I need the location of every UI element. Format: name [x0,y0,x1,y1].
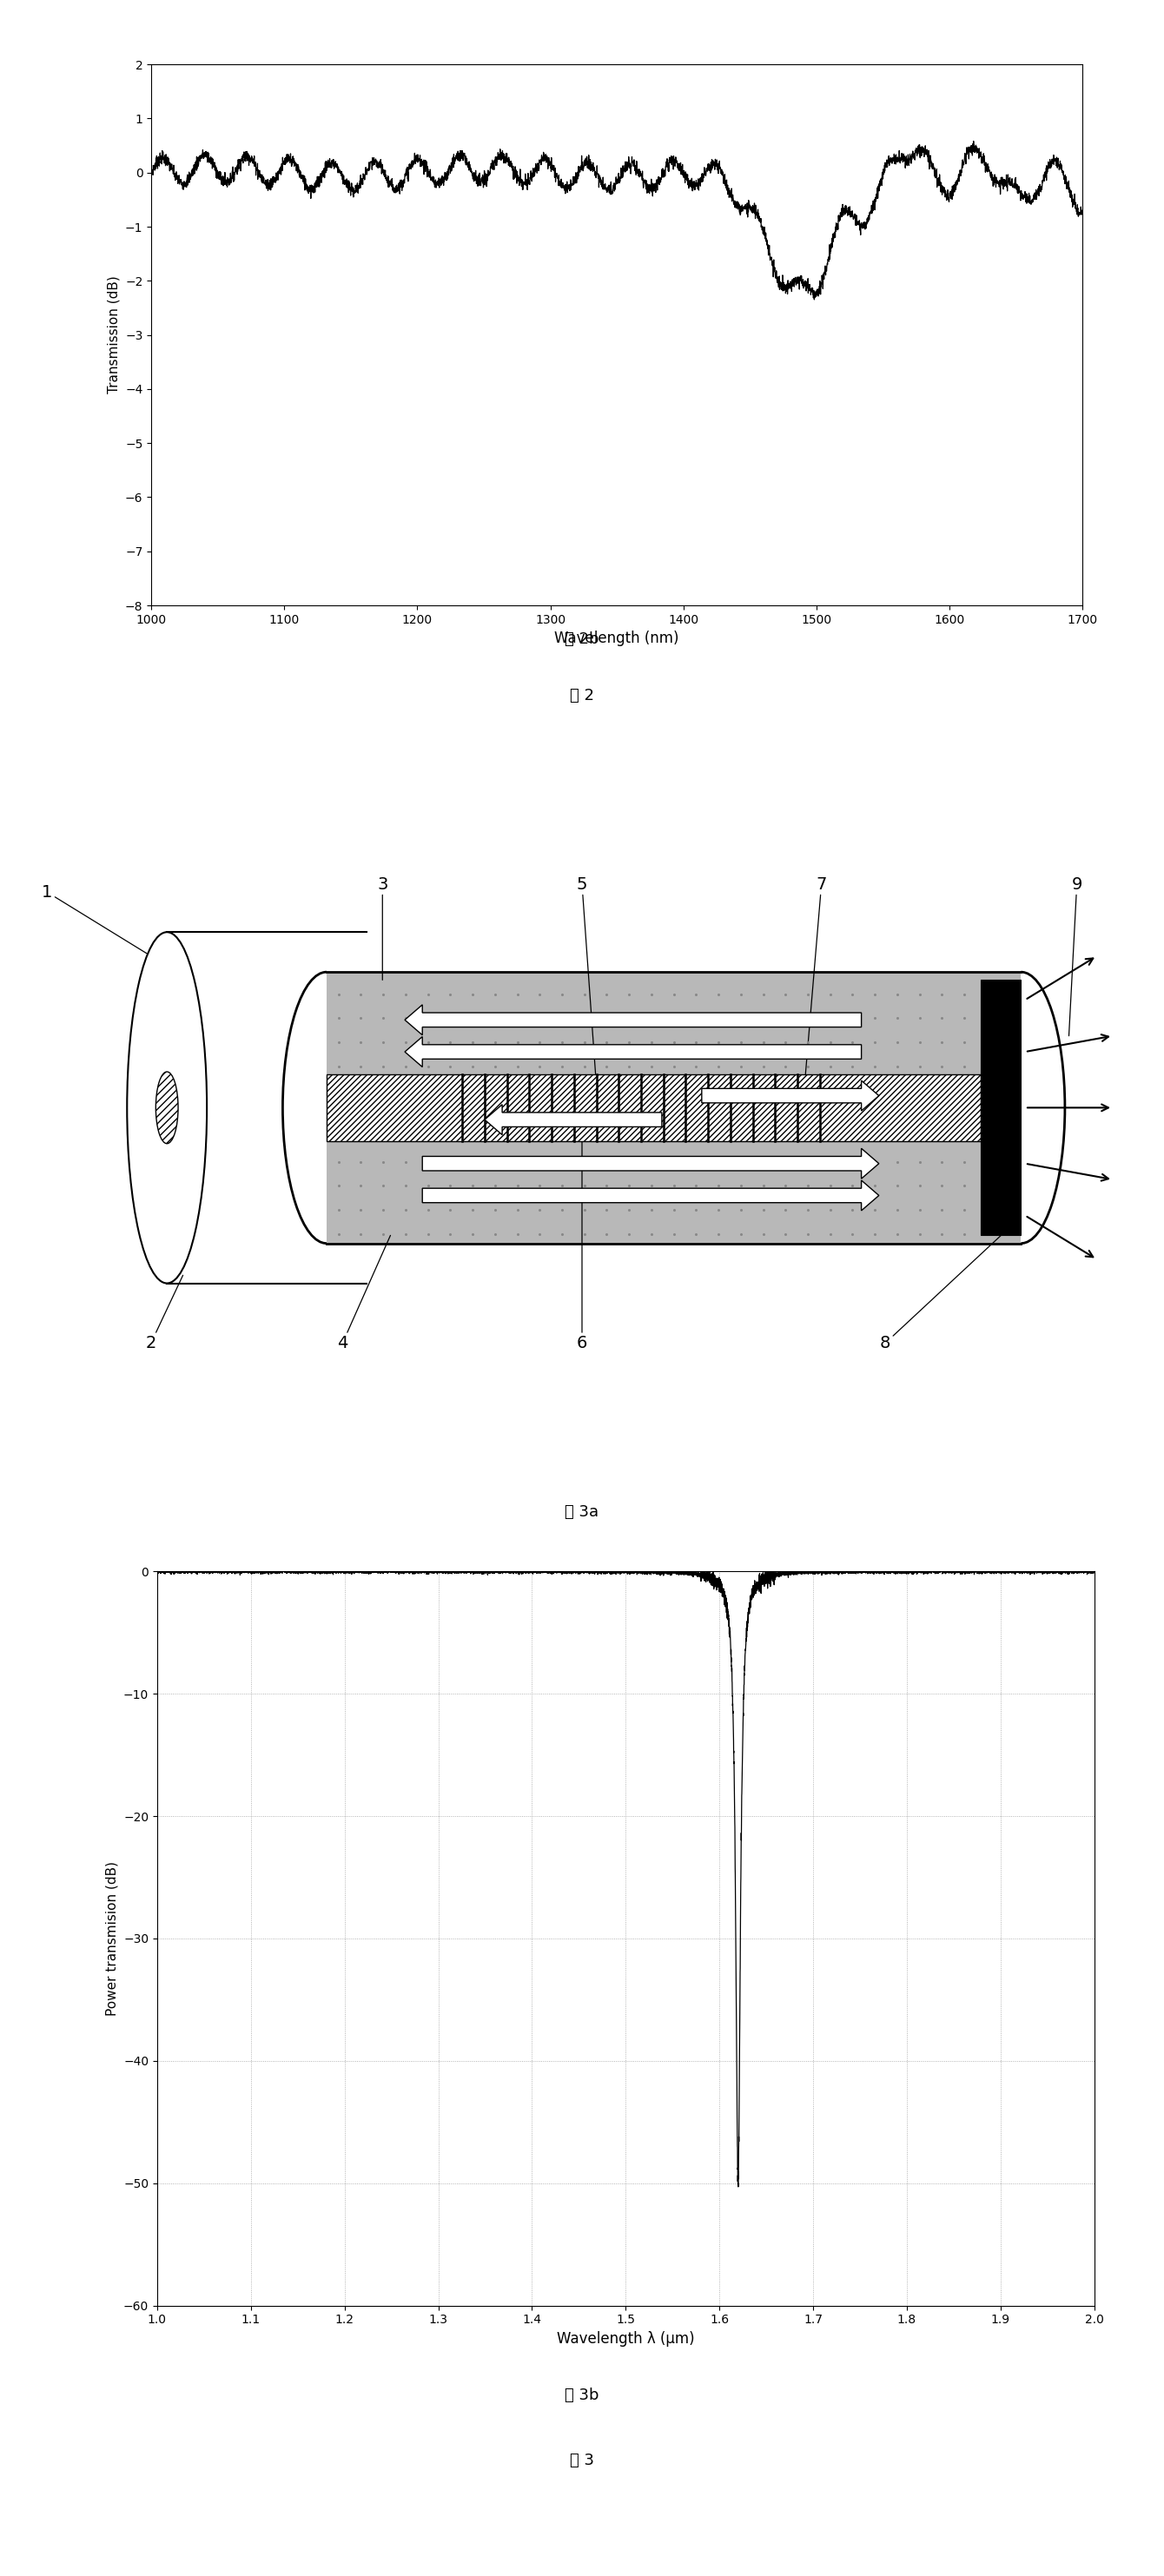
Text: 3: 3 [377,876,388,979]
Ellipse shape [156,1072,178,1144]
Text: 图 3a: 图 3a [565,1504,599,1520]
Text: 4: 4 [338,1236,390,1352]
Text: 8: 8 [880,1236,1001,1352]
X-axis label: Wavelength λ (μm): Wavelength λ (μm) [556,2331,695,2347]
Text: 图 3: 图 3 [570,2452,594,2468]
Ellipse shape [127,933,207,1283]
Y-axis label: Power transmision (dB): Power transmision (dB) [106,1860,119,2017]
Text: 2: 2 [146,1275,183,1352]
Text: 图 3b: 图 3b [565,2388,599,2403]
FancyArrow shape [405,1036,861,1066]
Text: 7: 7 [805,876,826,1074]
X-axis label: Wavelength (nm): Wavelength (nm) [554,631,680,647]
FancyArrow shape [405,1005,861,1036]
Text: 6: 6 [576,1108,588,1352]
FancyArrow shape [423,1149,879,1180]
Bar [327,971,1021,1244]
Y-axis label: Transmission (dB): Transmission (dB) [107,276,120,394]
Text: 图 2b: 图 2b [565,631,599,647]
FancyArrow shape [423,1180,879,1211]
FancyArrow shape [484,1105,662,1136]
Text: 5: 5 [576,876,598,1108]
Text: 1: 1 [42,884,151,956]
FancyArrow shape [702,1079,879,1110]
Text: 图 2: 图 2 [570,688,594,703]
Bar [327,1074,981,1141]
Text: 9: 9 [1069,876,1083,1036]
Bar [981,979,1021,1236]
